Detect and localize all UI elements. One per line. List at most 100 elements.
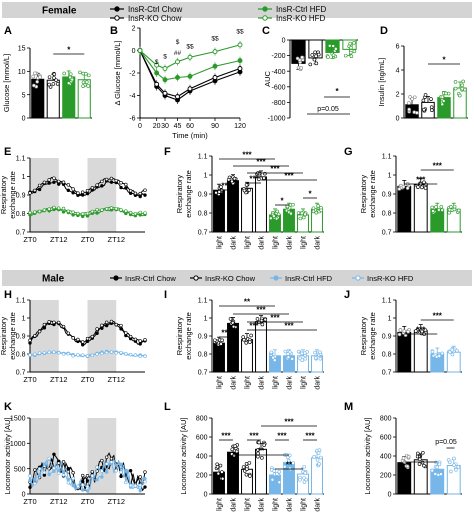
data-point-I xyxy=(303,356,308,361)
data-point-M xyxy=(452,463,456,467)
data-point-I xyxy=(260,322,265,327)
data-point-C xyxy=(300,55,304,60)
x-tick-label-F: dark xyxy=(259,236,266,250)
data-point-F xyxy=(230,179,234,184)
legend-marker-male xyxy=(273,275,279,281)
x-tick-label-L: light xyxy=(245,498,252,511)
data-point-F xyxy=(300,211,304,216)
data-point-L xyxy=(262,443,266,447)
data-point-D xyxy=(407,101,411,105)
data-point-K xyxy=(95,465,99,469)
significance-label-F: *** xyxy=(256,158,266,167)
x-tick-label-B: 45 xyxy=(174,123,182,130)
data-point-H xyxy=(81,340,85,344)
data-point-H xyxy=(133,353,138,357)
data-point-L xyxy=(298,477,302,482)
data-point-H xyxy=(100,351,104,356)
significance-label-L: ** xyxy=(286,461,293,470)
legend-marker-male xyxy=(193,275,199,281)
data-point-A xyxy=(33,71,37,76)
data-point-K xyxy=(138,475,142,479)
x-tick-label-H: ZT0 xyxy=(81,375,94,384)
data-point-M xyxy=(406,454,411,459)
data-point-E xyxy=(90,186,94,190)
data-point-M xyxy=(416,451,420,456)
data-point-F xyxy=(303,212,307,217)
data-point-A xyxy=(62,71,67,76)
data-point-H xyxy=(81,343,85,347)
y-tick-label-G: 1 xyxy=(388,173,392,180)
data-point-I xyxy=(213,338,217,343)
data-point-L xyxy=(220,470,224,474)
x-tick-label-H: ZT12 xyxy=(50,375,68,384)
significance-label-F: *** xyxy=(242,151,252,160)
data-point-L xyxy=(315,458,320,462)
data-point-E xyxy=(33,188,37,193)
significance-label-L: *** xyxy=(277,432,287,441)
significance-label-F: *** xyxy=(221,182,231,191)
significance-label-J: *** xyxy=(433,312,443,321)
y-axis-label-M: Locomotor activity [AU] xyxy=(363,417,372,494)
data-point-H xyxy=(28,353,32,357)
data-point-K xyxy=(109,456,114,461)
y-tick-label-A: 15 xyxy=(18,46,26,53)
data-point-H xyxy=(66,331,71,335)
data-point-E xyxy=(37,187,42,192)
y-tick-label-H: 0.8 xyxy=(16,352,26,359)
data-point-F xyxy=(311,206,316,211)
data-point-D xyxy=(453,80,458,84)
data-point-L xyxy=(241,465,246,469)
y-axis-label-C: AUC xyxy=(263,71,272,87)
data-point-G xyxy=(416,185,420,189)
data-point-F xyxy=(272,214,276,219)
data-point-D xyxy=(412,110,417,114)
data-point-H xyxy=(61,352,66,356)
x-tick-label-I: light xyxy=(301,376,308,389)
bar-M xyxy=(446,465,461,495)
data-point-L xyxy=(247,461,252,465)
data-point-C xyxy=(308,62,313,67)
x-tick-label-E: ZT0 xyxy=(23,235,36,244)
data-point-G xyxy=(449,204,453,209)
panel-label-b: B xyxy=(110,25,118,37)
data-point-H xyxy=(138,354,142,359)
y-axis-label-E: exchange rate xyxy=(8,171,17,219)
x-tick-label-I: dark xyxy=(231,376,238,390)
data-point-K xyxy=(81,473,85,478)
data-point-I xyxy=(230,320,235,325)
section-title-female: Female xyxy=(42,6,77,17)
significance-label-F: *** xyxy=(270,165,280,174)
data-point-K xyxy=(71,470,75,475)
data-point-H xyxy=(33,334,37,338)
data-point-M xyxy=(439,472,443,476)
y-tick-label-A: 10 xyxy=(18,69,26,76)
y-tick-label-J: 0.8 xyxy=(382,352,392,359)
data-point-L xyxy=(270,477,275,482)
data-point-G xyxy=(437,208,441,212)
data-point-C xyxy=(316,52,321,57)
legend-label-female: InsR-KO Chow xyxy=(128,14,182,23)
data-point-E xyxy=(37,209,42,214)
y-axis-label-F: Respiratory xyxy=(175,175,184,214)
data-point-J xyxy=(450,348,455,352)
data-point-J xyxy=(397,332,402,337)
data-point-H xyxy=(76,337,80,342)
data-point-E xyxy=(71,210,75,214)
data-point-L xyxy=(304,477,308,482)
data-point-J xyxy=(420,329,424,334)
y-tick-label-E: 0.8 xyxy=(16,211,26,218)
data-point-I xyxy=(290,357,294,361)
x-tick-label-K: ZT12 xyxy=(50,497,68,506)
data-point-K xyxy=(138,489,142,493)
data-point-C xyxy=(314,61,319,66)
data-point-E xyxy=(76,191,80,195)
data-point-I xyxy=(272,358,277,363)
data-point-H xyxy=(104,323,109,328)
data-point-E xyxy=(52,176,56,180)
data-point-F xyxy=(311,209,316,214)
data-point-H xyxy=(33,352,37,356)
data-point-C xyxy=(343,53,348,58)
data-point-K xyxy=(81,483,85,487)
y-tick-label-C: -1000 xyxy=(268,116,286,123)
data-point-H xyxy=(100,323,104,328)
